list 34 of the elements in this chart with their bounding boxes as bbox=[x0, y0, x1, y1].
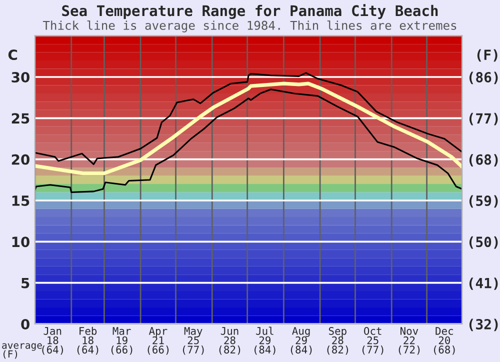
x-tick-label: Nov 22 (72) bbox=[398, 327, 420, 355]
x-tick-label: Sep 28 (82) bbox=[327, 327, 348, 355]
y-tick-label: 0 bbox=[21, 318, 30, 330]
x-tick-label: Oct 25 (77) bbox=[362, 327, 384, 355]
line-series bbox=[35, 72, 462, 166]
x-tick-label: Jan 18 (64) bbox=[42, 327, 63, 355]
y-tick-label: 10 bbox=[12, 236, 30, 248]
x-tick-label: Feb 18 (64) bbox=[77, 326, 98, 355]
y2-tick-label: (41) bbox=[469, 278, 498, 290]
x-tick-label: Jun 28 (82) bbox=[219, 327, 240, 355]
y2-tick-label: (59) bbox=[469, 195, 498, 208]
y-tick-label: 30 bbox=[12, 72, 30, 82]
line-series bbox=[35, 82, 462, 176]
x-tick-label: Apr 21 (66) bbox=[148, 327, 169, 355]
x-tick-label: May 25 (77) bbox=[182, 327, 204, 355]
y2-tick-label: (86) bbox=[469, 72, 498, 84]
y2-tick-label: (68) bbox=[469, 154, 498, 166]
chart-title: Sea Temperature Range for Panama City Beach bbox=[62, 4, 438, 20]
y-axis-title: C bbox=[8, 50, 18, 60]
y-tick-label: 25 bbox=[12, 113, 30, 124]
x-tick-label: Aug 29 (84) bbox=[290, 327, 312, 355]
y2-axis-title: (F) bbox=[477, 49, 498, 62]
x-tick-label: Mar 19 (66) bbox=[111, 327, 132, 355]
x-tick-label: Jul 29 (84) bbox=[254, 326, 276, 355]
y-tick-label: 15 bbox=[12, 196, 30, 206]
y2-tick-label: (32) bbox=[469, 318, 498, 332]
chart-subtitle: Thick line is average since 1984. Thin lines are extremes bbox=[42, 20, 456, 32]
y-tick-label: 5 bbox=[22, 278, 30, 288]
y2-tick-label: (50) bbox=[469, 236, 498, 249]
line-series bbox=[35, 88, 462, 194]
y2-tick-label: (77) bbox=[469, 112, 498, 126]
x-tick-label: Dec 20 (68) bbox=[434, 327, 455, 355]
text: average (F) bbox=[2, 343, 42, 359]
y-tick-label: 20 bbox=[12, 154, 30, 165]
